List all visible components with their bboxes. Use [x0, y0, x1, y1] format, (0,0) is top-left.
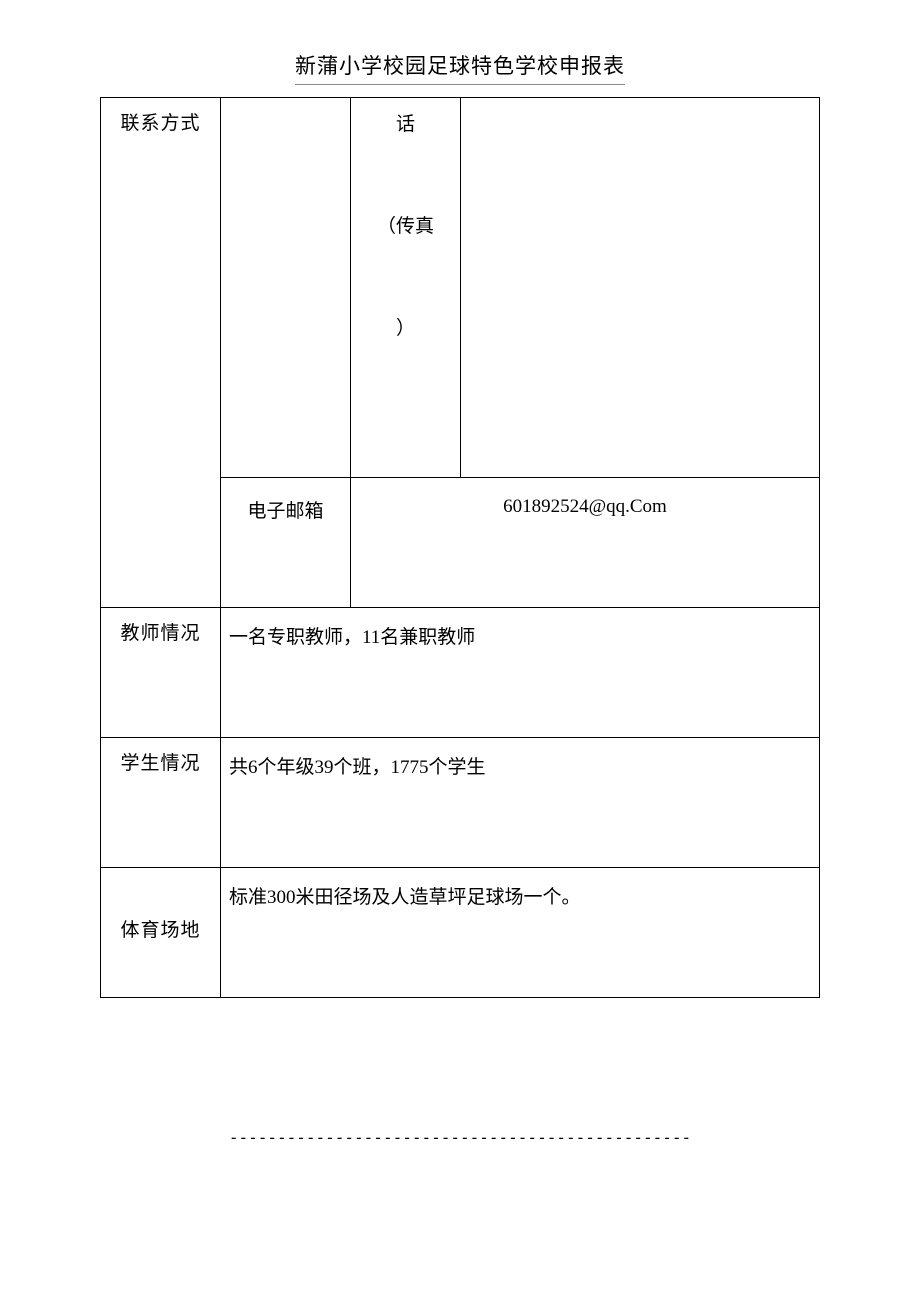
cell-phone-value	[461, 98, 820, 478]
label-field: 体育场地	[101, 868, 221, 998]
value-email: 601892524@qq.Com	[351, 478, 820, 608]
application-table: 联系方式 话 （传真 ） 电子邮箱 601892524@qq.Com 教师情况 …	[100, 97, 820, 998]
cell-contact-blank	[221, 98, 351, 478]
row-contact-phone: 联系方式 话 （传真 ）	[101, 98, 820, 478]
cell-phone-fax-label: 话 （传真 ）	[351, 98, 461, 478]
row-teacher: 教师情况 一名专职教师，11名兼职教师	[101, 608, 820, 738]
value-student: 共6个年级39个班，1775个学生	[221, 738, 820, 868]
label-contact: 联系方式	[101, 98, 221, 608]
label-fax-open: （传真	[361, 206, 450, 248]
label-teacher: 教师情况	[101, 608, 221, 738]
value-teacher: 一名专职教师，11名兼职教师	[221, 608, 820, 738]
row-student: 学生情况 共6个年级39个班，1775个学生	[101, 738, 820, 868]
page-title: 新蒲小学校园足球特色学校申报表	[295, 50, 625, 85]
label-fax-close: ）	[361, 308, 450, 350]
label-email: 电子邮箱	[221, 478, 351, 608]
label-phone-char: 话	[361, 104, 450, 146]
footer-dashes: ----------------------------------------…	[100, 1128, 820, 1147]
row-field: 体育场地 标准300米田径场及人造草坪足球场一个。	[101, 868, 820, 998]
value-field: 标准300米田径场及人造草坪足球场一个。	[221, 868, 820, 998]
phone-fax-stack: 话 （传真 ）	[361, 104, 450, 349]
title-wrap: 新蒲小学校园足球特色学校申报表	[100, 50, 820, 85]
label-student: 学生情况	[101, 738, 221, 868]
page-container: 新蒲小学校园足球特色学校申报表 联系方式 话 （传真 ） 电子邮箱 601892…	[0, 0, 920, 1147]
